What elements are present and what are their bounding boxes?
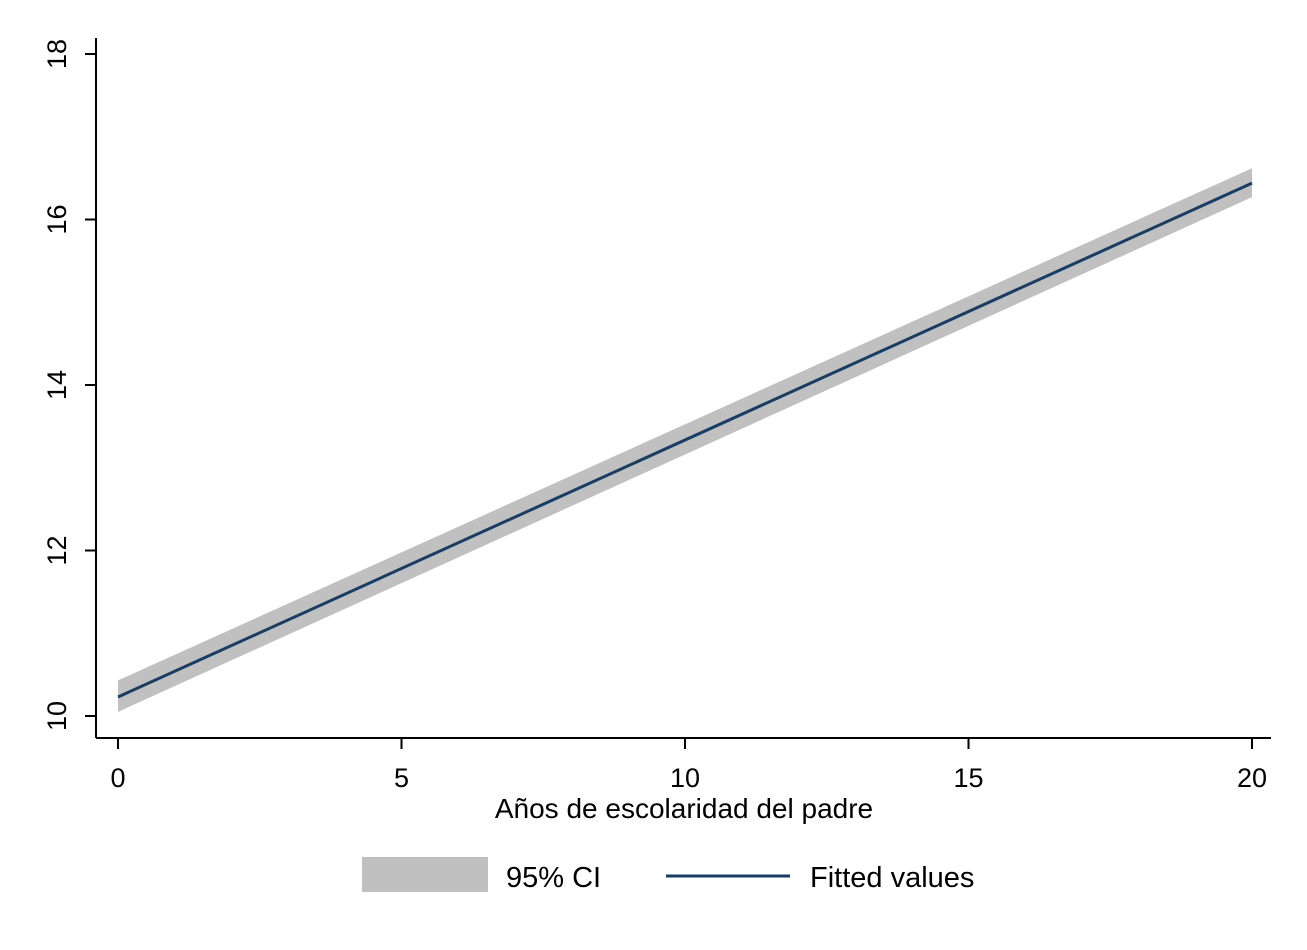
x-tick-label: 0 <box>110 763 125 793</box>
legend-ci-label: 95% CI <box>506 862 601 894</box>
x-tick-label: 5 <box>394 763 409 793</box>
legend-fitted-label: Fitted values <box>810 862 974 894</box>
legend: 95% CI Fitted values <box>362 857 974 894</box>
y-tick-label: 12 <box>42 535 72 565</box>
plot-area <box>117 168 1253 712</box>
x-tick-label: 20 <box>1237 763 1267 793</box>
x-axis-ticks: 0 5 10 15 20 <box>110 738 1267 793</box>
y-tick-label: 10 <box>42 701 72 731</box>
x-tick-label: 10 <box>670 763 700 793</box>
legend-ci-swatch <box>362 857 488 892</box>
x-tick-label: 15 <box>953 763 983 793</box>
y-tick-label: 18 <box>42 39 72 69</box>
fitted-values-line <box>117 181 1253 699</box>
y-axis-ticks: 10 12 14 16 18 <box>42 39 96 731</box>
y-tick-label: 16 <box>42 204 72 234</box>
x-axis-title: Años de escolaridad del padre <box>495 793 873 824</box>
y-tick-label: 14 <box>42 370 72 400</box>
